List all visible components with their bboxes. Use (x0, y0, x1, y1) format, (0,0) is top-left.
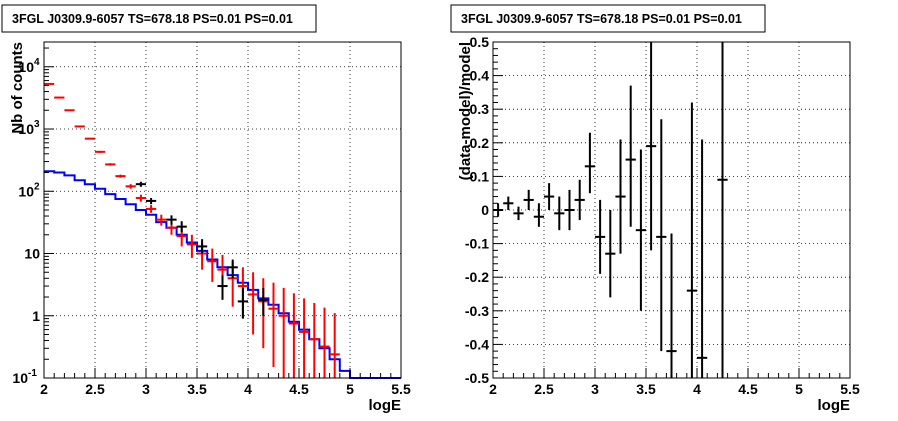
left-x-axis-title: logE (369, 397, 402, 414)
left-y-tick-exponent: 2 (34, 181, 40, 192)
left-marks (44, 82, 401, 379)
right-x-tick-label: 5.5 (840, 381, 860, 397)
left-y-tick-label: 10 (24, 246, 40, 262)
right-x-tick-label: 2 (489, 381, 497, 397)
left-title-box: 3FGL J0309.9-6057 TS=678.18 PS=0.01 PS=0… (1, 4, 317, 33)
right-y-tick-label: 0.1 (470, 168, 490, 184)
left-grid (44, 42, 401, 378)
right-x-tick-label: 5 (795, 381, 803, 397)
left-y-tick-label: 10 (18, 121, 34, 137)
right-x-tick-label: 4.5 (738, 381, 758, 397)
left-y-tick-label: 1 (32, 308, 40, 324)
right-y-tick-label: -0.1 (465, 236, 489, 252)
left-x-tick-label: 2.5 (85, 381, 105, 397)
right-y-tick-label: 0.2 (470, 135, 490, 151)
right-chart-title: 3FGL J0309.9-6057 TS=678.18 PS=0.01 PS=0… (461, 12, 742, 26)
left-x-tick-label: 3 (142, 381, 150, 397)
left-panel: 3FGL J0309.9-6057 TS=678.18 PS=0.01 PS=0… (1, 4, 411, 414)
left-x-tick-label: 5 (346, 381, 354, 397)
right-x-tick-label: 4 (693, 381, 701, 397)
right-x-tick-label: 2.5 (534, 381, 554, 397)
left-y-axis-title: Nb of counts (9, 42, 26, 134)
left-x-tick-label: 3.5 (187, 381, 207, 397)
left-x-tick-label: 2 (40, 381, 48, 397)
left-plot-frame (43, 41, 402, 379)
right-panel: 3FGL J0309.9-6057 TS=678.18 PS=0.01 PS=0… (450, 4, 860, 414)
left-y-tick-label: 10 (12, 370, 28, 386)
left-chart-title: 3FGL J0309.9-6057 TS=678.18 PS=0.01 PS=0… (12, 12, 293, 26)
right-y-tick-label: -0.3 (465, 303, 489, 319)
right-y-tick-label: -0.2 (465, 269, 489, 285)
left-y-tick-exponent: 3 (34, 119, 40, 130)
left-y-tick-label: 10 (18, 183, 34, 199)
right-x-axis-title: logE (818, 397, 851, 414)
right-y-tick-label: 0.5 (470, 34, 490, 50)
right-y-axis-title: (data-model)/model (457, 42, 474, 180)
right-title-box: 3FGL J0309.9-6057 TS=678.18 PS=0.01 PS=0… (450, 4, 766, 33)
right-x-tick-label: 3 (591, 381, 599, 397)
right-y-tick-label: 0.4 (470, 68, 490, 84)
right-y-tick-label: 0 (481, 202, 489, 218)
left-y-tick-exponent: -1 (28, 368, 37, 379)
right-axes: 2 2.5 3 3.5 4 4.5 5 5.5 -0.5 -0.4 -0.3 -0.2 -0.1 0 0.1… (465, 34, 860, 397)
left-x-tick-label: 4 (244, 381, 252, 397)
left-x-tick-label: 4.5 (289, 381, 309, 397)
left-y-tick-exponent: 4 (34, 57, 40, 68)
left-x-tick-label: 5.5 (391, 381, 411, 397)
right-x-tick-label: 3.5 (636, 381, 656, 397)
right-y-tick-label: 0.3 (470, 101, 490, 117)
left-y-tick-label: 10 (18, 59, 34, 75)
right-y-tick-label: -0.5 (465, 370, 489, 386)
right-grid (493, 42, 850, 378)
right-y-tick-label: -0.4 (465, 336, 489, 352)
right-marks (493, 42, 728, 378)
